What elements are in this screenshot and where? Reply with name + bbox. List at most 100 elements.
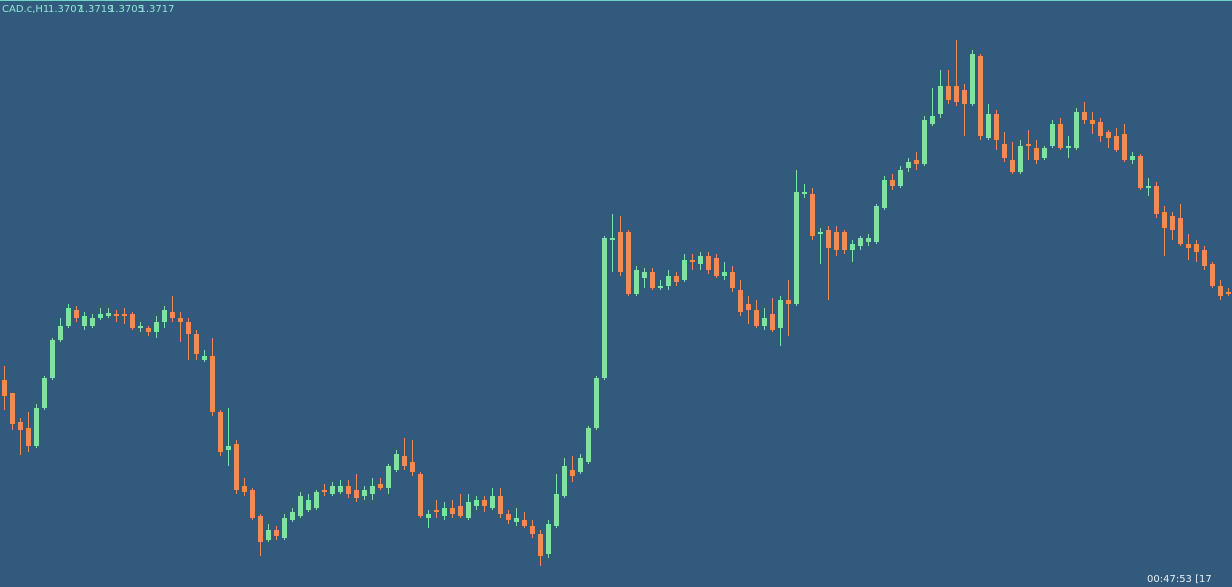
candle-body [1106, 132, 1111, 138]
candle-body [786, 300, 791, 304]
candle-body [434, 510, 439, 512]
candle-body [1162, 212, 1167, 228]
candle-body [594, 378, 599, 428]
candle-body [642, 272, 647, 278]
candle-body [914, 160, 919, 164]
candle-body [74, 310, 79, 318]
candle-body [1002, 144, 1007, 158]
candle-body [1218, 286, 1223, 296]
candle-body [1074, 112, 1079, 148]
candle-body [58, 326, 63, 340]
candle-body [202, 356, 207, 360]
candle-body [162, 310, 167, 322]
candle-body [306, 500, 311, 510]
candle-body [1194, 244, 1199, 252]
candle-body [850, 244, 855, 250]
candle-body [946, 86, 951, 100]
candle-body [842, 232, 847, 250]
candle-body [490, 496, 495, 508]
candle-body [746, 304, 751, 310]
candle-body [154, 322, 159, 332]
candle-body [178, 318, 183, 322]
candle-body [874, 206, 879, 242]
candle-body [218, 412, 223, 452]
candle-body [1018, 146, 1023, 172]
candle-body [370, 486, 375, 494]
header-value: 1.3707 [48, 4, 83, 15]
candle-body [906, 162, 911, 168]
candle-body [650, 272, 655, 288]
candle-body [794, 192, 799, 304]
candle-body [226, 446, 231, 450]
candle-body [386, 466, 391, 488]
candle-body [778, 300, 783, 328]
candle-body [930, 116, 935, 124]
candle-body [602, 238, 607, 378]
candle-body [866, 238, 871, 242]
candle-body [634, 270, 639, 294]
candle-body [466, 502, 471, 518]
candle-body [138, 326, 143, 328]
candle-body [290, 512, 295, 520]
candle-body [570, 470, 575, 476]
candle-body [1138, 156, 1143, 188]
candle-body [1034, 148, 1039, 160]
candle-body [818, 232, 823, 234]
candle-body [706, 256, 711, 270]
candle-body [690, 260, 695, 262]
candle-body [82, 316, 87, 326]
candle-body [1058, 124, 1063, 148]
candle-body [394, 454, 399, 470]
candle-body [338, 486, 343, 492]
candle-body [658, 286, 663, 288]
candle-body [1130, 156, 1135, 160]
candle-body [50, 340, 55, 378]
candle-body [506, 514, 511, 520]
candle-body [554, 494, 559, 526]
candle-body [1154, 186, 1159, 214]
candle-body [618, 232, 623, 272]
candle-body [90, 318, 95, 326]
candle-body [666, 276, 671, 286]
candle-body [970, 54, 975, 104]
candle-body [2, 380, 7, 396]
candle-body [986, 114, 991, 138]
candle-body [762, 318, 767, 326]
candle-body [586, 428, 591, 462]
candle-body [674, 276, 679, 282]
candle-body [498, 496, 503, 514]
candle-body [330, 486, 335, 494]
candle-body [1202, 250, 1207, 266]
candle-body [698, 256, 703, 264]
header-value: 1.3717 [140, 4, 175, 15]
candle-body [242, 486, 247, 492]
candle-body [42, 378, 47, 408]
candle-body [898, 170, 903, 186]
candle-body [314, 492, 319, 508]
candle-body [514, 518, 519, 522]
candle-body [274, 530, 279, 536]
candle-body [378, 484, 383, 488]
symbol-label: CAD.c,H1 [2, 4, 49, 15]
candle-body [354, 490, 359, 498]
candle-body [890, 180, 895, 186]
candle-body [418, 474, 423, 516]
candle-body [234, 444, 239, 490]
candle-body [458, 506, 463, 516]
candle-body [754, 310, 759, 326]
candle-body [954, 86, 959, 102]
candle-body [802, 192, 807, 194]
candle-body [482, 500, 487, 506]
candle-body [1114, 136, 1119, 150]
candle-body [538, 534, 543, 556]
candle-body [1010, 160, 1015, 172]
candle-body [682, 260, 687, 280]
candle-body [1226, 292, 1231, 294]
candle-body [130, 314, 135, 328]
candle-body [722, 272, 727, 276]
candle-body [1082, 112, 1087, 120]
candle-body [546, 524, 551, 554]
